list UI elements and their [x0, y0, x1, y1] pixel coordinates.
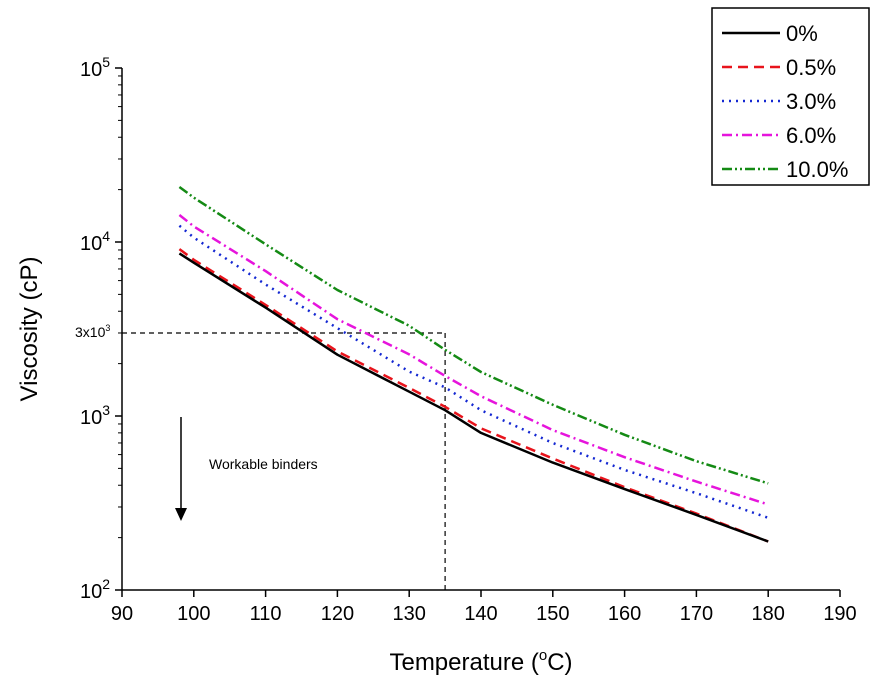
legend-label: 6.0%	[786, 123, 836, 148]
x-tick-label: 110	[250, 603, 282, 625]
ref-y-label: 3x103	[75, 323, 110, 340]
x-axis-title: Temperature (oC)	[389, 647, 572, 676]
arrow-head-icon	[175, 508, 187, 521]
series-line-3.0%	[179, 226, 768, 518]
series-line-0.5%	[179, 249, 768, 541]
y-tick-label: 104	[80, 228, 110, 255]
x-axis-title-end: C)	[547, 649, 572, 676]
x-axis-title-sup: o	[539, 647, 547, 664]
arrow-text: Workable binders	[209, 456, 318, 472]
series-group	[179, 187, 768, 542]
x-tick-label: 140	[464, 603, 497, 625]
y-tick-label: 105	[80, 54, 110, 81]
legend-label: 0%	[786, 21, 818, 46]
y-tick-label: 103	[80, 402, 110, 429]
x-tick-label: 170	[680, 603, 713, 625]
series-line-0%	[179, 253, 768, 541]
x-ticks: 90 100 110 120 130 140 150 160 170 180 190	[111, 590, 857, 625]
x-tick-label: 180	[752, 603, 785, 625]
legend-label: 3.0%	[786, 89, 836, 114]
y-axis-title: Viscosity (cP)	[16, 257, 43, 402]
x-tick-label: 130	[393, 603, 426, 625]
x-tick-label: 90	[111, 603, 133, 625]
ref-y-label-exp: 3	[105, 323, 110, 333]
x-tick-label: 120	[321, 603, 354, 625]
x-tick-label: 100	[177, 603, 210, 625]
x-tick-label: 190	[823, 603, 856, 625]
legend-label: 0.5%	[786, 55, 836, 80]
x-tick-label: 160	[608, 603, 641, 625]
y-tick-label: 102	[80, 576, 110, 603]
series-line-10.0%	[179, 187, 768, 483]
legend-label: 10.0%	[786, 157, 848, 182]
x-tick-label: 150	[536, 603, 569, 625]
